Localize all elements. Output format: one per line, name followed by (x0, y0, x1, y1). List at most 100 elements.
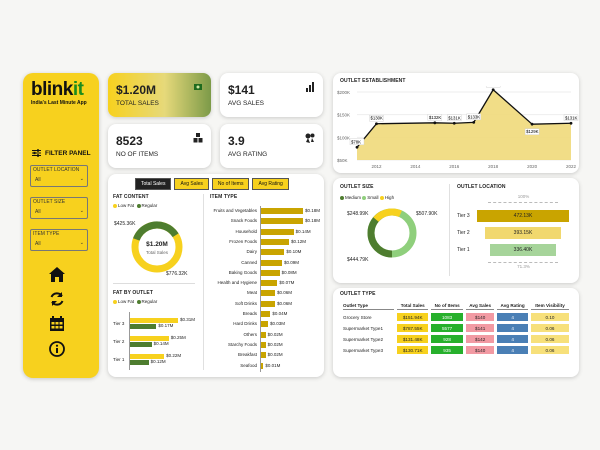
funnel-bar: 393.15K (485, 227, 561, 239)
item-type-filter[interactable]: ITEM TYPE All ⌄ (30, 229, 88, 251)
funnel-value: 472.13K (513, 213, 533, 219)
item-type-label: Frozen Foods (229, 238, 257, 244)
item-type-axis (260, 206, 261, 372)
funnel-top-label: 100% (517, 194, 530, 199)
item-type-value: $0.18M (305, 208, 321, 213)
table-cell: 0.10 (531, 313, 569, 321)
tab-avg-sales[interactable]: Avg Sales (174, 178, 209, 190)
lowfat-value: $0.31M (180, 317, 196, 322)
filter-panel-title: FILTER PANEL (32, 149, 91, 157)
tab-avg-rating[interactable]: Avg Rating (252, 178, 289, 190)
item-type-bar (261, 249, 285, 256)
fat-content-center-value: $1.20M (146, 241, 168, 248)
regular-bar (130, 342, 152, 347)
kpi-total-sales: $1.20M TOTAL SALES (108, 73, 211, 117)
outlet-type-title: OUTLET TYPE (340, 291, 376, 297)
outlet-establishment-chart: $200K $150K $100K $50K 2012 2014 2016 2018 2020 2… (337, 86, 579, 169)
funnel-bar: 336.40K (490, 244, 556, 256)
funnel-bar: 472.13K (477, 210, 569, 222)
table-cell: $140 (466, 346, 495, 354)
calendar-icon[interactable] (48, 315, 66, 333)
tab-total-sales[interactable]: Total Sales (135, 178, 172, 190)
item-type-label: Breakfast (237, 352, 257, 358)
table-cell: 0.06 (531, 346, 569, 354)
outlet-size-small-label: $444.79K (347, 257, 369, 263)
lowfat-bar (130, 318, 178, 323)
data-point (452, 121, 456, 125)
item-type-bar (261, 341, 266, 348)
table-cell: $787.55K (397, 324, 429, 332)
tier-label: Tier 3 (113, 321, 125, 326)
data-label-box (349, 138, 365, 146)
funnel-bottom-label: 71.3% (517, 264, 530, 269)
sliders-icon (32, 149, 41, 157)
area-fill (357, 89, 571, 160)
chevron-down-icon: ⌄ (79, 240, 84, 246)
table-cell: 0.06 (531, 324, 569, 332)
bar-chart-icon (306, 82, 314, 92)
item-type-bar (261, 218, 303, 225)
table-cell: 928 (431, 335, 464, 343)
divider (203, 194, 204, 370)
regular-bar (130, 324, 157, 329)
item-type-value: $0.07M (279, 280, 295, 286)
brand-logo: blinkit (31, 79, 84, 100)
tab-no-of-items[interactable]: No of Items (211, 178, 250, 190)
fat-content-donut (131, 221, 183, 273)
outlet-size-filter[interactable]: OUTLET SIZE All ⌄ (30, 197, 88, 219)
divider (449, 184, 450, 276)
item-type-bar (261, 269, 280, 276)
item-type-value: $0.10M (286, 249, 302, 255)
data-point (433, 121, 437, 125)
lowfat-value: $0.22M (166, 353, 182, 358)
y-tick-label: $50K (337, 158, 348, 163)
item-type-value: $0.03M (270, 321, 286, 327)
data-point (472, 120, 476, 124)
item-type-label: Seafood (240, 362, 257, 368)
item-type-label: Hard Drinks (233, 321, 257, 327)
table-cell: 4 (497, 324, 529, 332)
item-type-label: Starchy Foods (227, 341, 257, 347)
item-type-label: Dairy (246, 249, 257, 255)
home-icon[interactable] (48, 265, 66, 283)
metric-tabs: Total Sales Avg Sales No of Items Avg Ra… (135, 178, 289, 190)
table-cell: $151.94K (397, 313, 429, 321)
outlet-size-medium-label: $507.90K (416, 211, 438, 217)
table-cell: 4 (497, 335, 529, 343)
funnel-tier-label: Tier 1 (457, 247, 470, 253)
data-label-box (447, 114, 462, 121)
table-row: Supermarket Type3 $130.71K 935 $140 4 0.06 (343, 346, 569, 354)
item-type-label: Canned (241, 259, 257, 265)
y-tick-label: $150K (337, 113, 350, 118)
table-cell: Supermarket Type1 (343, 325, 384, 331)
table-row: Supermarket Type2 $131.48K 928 $142 4 0.06 (343, 335, 569, 343)
outlet-location-filter[interactable]: OUTLET LOCATION All ⌄ (30, 165, 88, 187)
funnel-value: 336.40K (513, 247, 533, 253)
funnel-tier-label: Tier 2 (457, 230, 470, 236)
item-type-bar (261, 259, 282, 266)
outlet-size-donut (367, 208, 417, 258)
item-type-value: $0.08M (281, 269, 297, 275)
x-tick-label: 2022 (566, 164, 577, 169)
rating-icon (305, 133, 315, 143)
refresh-icon[interactable] (48, 290, 66, 308)
item-type-label: Breads (242, 311, 257, 316)
fat-content-title: FAT CONTENT (113, 194, 149, 200)
item-type-value: $0.06M (277, 290, 293, 296)
y-tick-label: $200K (337, 90, 350, 95)
data-label-box (466, 113, 481, 121)
item-type-value: $0.18M (305, 218, 321, 224)
table-cell: $130.71K (397, 346, 429, 354)
item-type-bar (261, 331, 266, 338)
item-type-bar (261, 208, 303, 214)
outlet-size-legend: Medium Small High (340, 195, 394, 200)
brand-tagline: India's Last Minute App (31, 100, 87, 106)
chevron-down-icon: ⌄ (79, 176, 84, 182)
table-row: Supermarket Type1 $787.55K 5577 $141 4 0.06 (343, 324, 569, 332)
lowfat-bar (130, 354, 165, 359)
x-tick-label: 2014 (410, 164, 421, 169)
x-tick-label: 2018 (488, 164, 499, 169)
table-cell: 0.06 (531, 335, 569, 343)
y-tick-label: $100K (337, 135, 350, 140)
info-icon[interactable] (48, 340, 66, 358)
